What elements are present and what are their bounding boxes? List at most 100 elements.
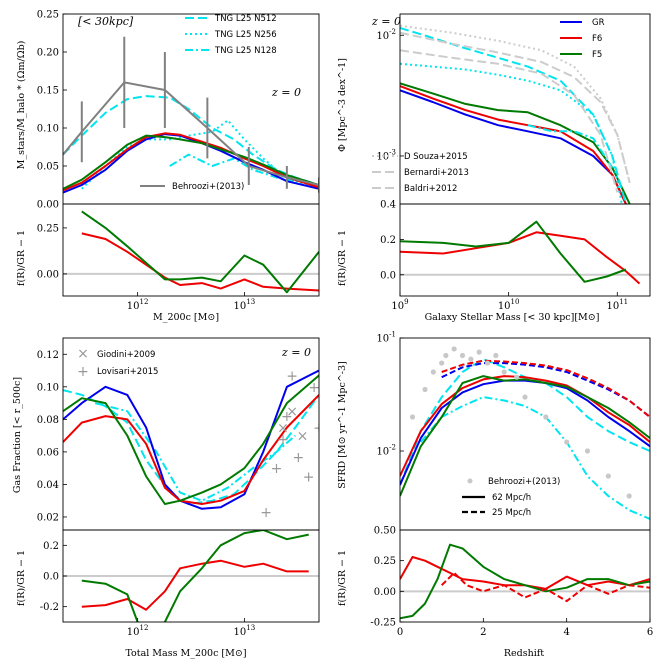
p1r-axes-frame	[62, 203, 320, 297]
legend-marker-behroozi-dots	[467, 478, 473, 484]
p3-series-lovisari-2015-marker: +	[292, 450, 304, 466]
p2-ytick-exp: -3	[389, 148, 396, 156]
p4-series-behroozi-2013--point	[564, 439, 570, 445]
p3-series-lovisari-2015-marker: +	[277, 432, 289, 448]
p4r-xlabel: Redshift	[504, 648, 544, 659]
p4-legend: Behroozi+(2013) 62 Mpc/h 25 Mpc/h	[462, 477, 560, 518]
p4-plot-area	[400, 346, 650, 520]
p1r-ytick-label: 0.25	[37, 223, 59, 234]
p1-ytick-label: 0.25	[37, 10, 59, 21]
p4-panel: 10-2 10-1	[376, 331, 651, 531]
p3r-plot-area	[63, 530, 319, 622]
p4-series-f5-line	[400, 375, 650, 497]
p1r-series-f5-line	[81, 210, 319, 294]
legend-label-62mpc: 62 Mpc/h	[492, 493, 531, 503]
p4-series-behroozi-2013--point	[522, 394, 528, 400]
p2r-plot-area	[400, 220, 650, 285]
p2r-xtick-label: 1010	[498, 298, 520, 312]
p3-series-lovisari-2015-marker: +	[303, 469, 315, 485]
p4-series-behroozi-2013--point	[584, 448, 591, 454]
p4-series-behroozi-2013--point	[514, 374, 520, 380]
p4r-series-f6-line	[400, 556, 650, 590]
p3r-panel: -0.2 0.0 0.2 1012 1013	[40, 529, 320, 638]
p2r-xtick-label: 1011	[606, 298, 628, 312]
p4r-ytick-label: 0.25	[374, 556, 396, 567]
legend-label-gr: GR	[592, 18, 605, 28]
legend-label-25mpc: 25 Mpc/h	[492, 508, 531, 518]
p4-series-behroozi-2013--point	[476, 349, 482, 355]
p2-ytick-label: 10-2	[376, 28, 396, 42]
p4r-ytick-label: 0.50	[374, 526, 396, 537]
legend-label-n256: TNG L25 N256	[214, 30, 277, 40]
p2r-ylabel: f(R)/GR − 1	[337, 230, 348, 286]
legend-marker-lovisari: +	[77, 364, 89, 380]
p2r-ytick-label: 0.2	[380, 235, 396, 246]
p1-ytick-label: 0.10	[37, 124, 59, 135]
p4-series-gr-line	[400, 379, 650, 486]
p3r-xtick-label: 1013	[234, 624, 256, 638]
p3r-series-f5-line	[81, 530, 309, 622]
p1r-xtick-label: 1013	[234, 298, 256, 312]
p2-panel: 10-310-2	[376, 13, 651, 205]
p4-series-behroozi-2013--point	[493, 352, 499, 359]
p1-ylabel: M_stars/M_halo * (Ωm/Ωb)	[16, 41, 27, 170]
p2r-xtick-exp: 9	[404, 298, 408, 306]
p3-series-lovisari-2015-marker: +	[286, 368, 298, 384]
p1r-ytick-label: 0.00	[37, 269, 59, 280]
p4r-xtick-label: 2	[480, 627, 486, 638]
p4r-xtick-label: 6	[647, 627, 653, 638]
p1r-xtick-exp: 13	[246, 298, 255, 306]
p1-z-annotation: z = 0	[271, 86, 301, 99]
p4r-ylabel: f(R)/GR − 1	[337, 550, 348, 606]
legend-label-behroozi-sfrd: Behroozi+(2013)	[488, 477, 560, 487]
p4-series-behroozi-2013--point	[430, 369, 436, 375]
p2r-series-f5-line	[400, 220, 627, 283]
p1r-panel: 0.00 0.25 1012 1013	[37, 203, 320, 312]
p3-series-giodini-2009-marker: ×	[277, 420, 289, 436]
p1-panel: 0.00 0.05 0.10 0.15 0.20 0.25	[37, 10, 320, 211]
p3-z-annotation: z = 0	[281, 346, 311, 359]
p4-series-behroozi-2013--point	[443, 352, 449, 359]
p3-series-lovisari-2015-marker: +	[281, 409, 293, 425]
p4r-ytick-label: -0.25	[370, 618, 396, 629]
legend-label-f6: F6	[592, 34, 602, 44]
legend-label-baldri: Baldri+2012	[404, 184, 457, 194]
p3-ytick-label: 0.06	[37, 447, 59, 458]
p4-series-behroozi-2013--point	[422, 386, 428, 393]
legend-label-behroozi: Behroozi+(2013)	[172, 182, 244, 192]
p2r-axes-frame	[399, 203, 651, 297]
p1r-ylabel: f(R)/GR − 1	[16, 230, 27, 286]
p4-ylabel: SFRD [M⊙ yr^-1 Mpc^-3]	[337, 361, 348, 489]
p4-series-f6-25-line	[441, 359, 650, 418]
p2-series-tng-l25-n256-line	[400, 62, 623, 204]
p1r-xtick-label: 1012	[127, 298, 149, 312]
p2r-series-f6-line	[400, 231, 641, 285]
p4-series-behroozi-2013--point	[468, 356, 474, 362]
p3r-ylabel: f(R)/GR − 1	[16, 550, 27, 606]
p1-series-tng-l25-n128-line	[169, 153, 296, 183]
p3r-xtick-label: 1012	[127, 624, 149, 638]
p2r-xtick-label: 109	[391, 298, 408, 312]
p1-series-f6-line	[63, 132, 319, 192]
legend-label-bernardi: Bernardi+2013	[404, 168, 469, 178]
p3r-xtick-exp: 12	[140, 624, 149, 632]
p3-series-lovisari-2015-marker: +	[313, 420, 325, 436]
p1r-plot-area	[63, 210, 319, 294]
p2r-ytick-label: 0.4	[380, 200, 396, 211]
p1-ytick-label: 0.20	[37, 48, 59, 59]
p1-ytick-label: 0.05	[37, 162, 59, 173]
p2-ylabel: Φ [Mpc^-3 dex^-1]	[337, 58, 348, 152]
p3-ytick-label: 0.10	[37, 382, 59, 393]
p3-legend: × Giodini+2009 + Lovisari+2015	[77, 346, 158, 380]
p3-series-giodini-2009-marker: ×	[297, 429, 309, 445]
p3-ylabel: Gas Fraction [< r_500c]	[12, 377, 23, 493]
p3r-ytick-label: -0.2	[40, 602, 59, 613]
p4r-panel: -0.25 0.00 0.25 0.50 0 2 4 6	[370, 526, 653, 639]
legend-label-n128: TNG L25 N128	[214, 46, 277, 56]
legend-label-n512: TNG L25 N512	[214, 14, 277, 24]
p4r-ytick-label: 0.00	[374, 587, 396, 598]
p2-series-d-souza-2015-line	[400, 24, 631, 183]
p1-legend: TNG L25 N512 TNG L25 N256 TNG L25 N128 B…	[140, 14, 277, 192]
